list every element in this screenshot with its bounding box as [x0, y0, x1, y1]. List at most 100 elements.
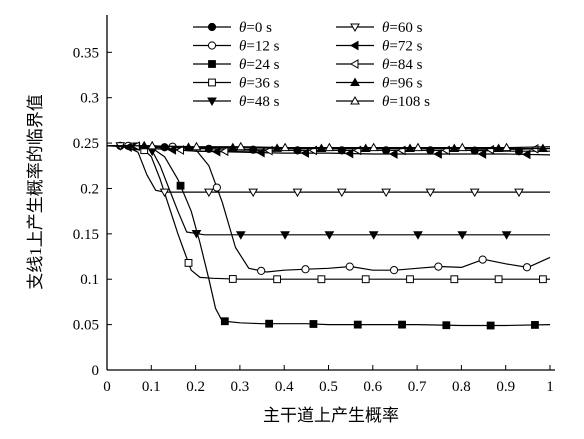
data-point	[494, 275, 503, 284]
y-tick-label: 0.15	[73, 227, 99, 243]
data-point	[501, 231, 512, 240]
data-point	[204, 188, 214, 198]
data-point	[361, 275, 370, 284]
x-tick-label: 0.2	[186, 379, 205, 395]
data-point	[191, 230, 202, 239]
data-point	[457, 231, 468, 240]
x-tick-label: 0.1	[142, 379, 161, 395]
x-tick-label: 0.7	[408, 379, 427, 395]
legend-value: =72 s	[389, 39, 422, 55]
data-point	[324, 142, 335, 152]
x-tick-label: 0.9	[496, 379, 515, 395]
y-tick-label: 0.35	[73, 45, 99, 61]
data-point	[324, 231, 335, 240]
x-tick-label: 0.3	[231, 379, 250, 395]
data-point	[309, 320, 318, 328]
y-ticks: 0 0.05 0.1 0.15 0.2 0.25 0.3 0.35	[73, 45, 112, 379]
series-line	[107, 145, 551, 273]
series-layer	[106, 140, 551, 330]
axes	[106, 15, 555, 371]
data-point	[175, 145, 185, 155]
data-point	[389, 149, 398, 159]
data-point	[350, 95, 360, 105]
data-point	[450, 275, 459, 284]
y-tick-label: 0.3	[80, 91, 99, 107]
data-point	[220, 317, 229, 326]
legend-entry: θ=0 s	[193, 20, 272, 36]
data-point	[345, 262, 354, 271]
series-10	[107, 140, 551, 152]
data-point	[300, 148, 309, 158]
data-point	[349, 40, 359, 51]
legend-entry: θ=36 s	[193, 76, 280, 92]
data-point	[317, 275, 326, 284]
legend-label: θ=72 s	[382, 39, 423, 55]
data-point	[350, 23, 360, 33]
legend-theta: θ	[382, 39, 390, 55]
data-point	[280, 142, 290, 152]
data-point	[207, 22, 217, 32]
data-point	[521, 149, 531, 160]
data-point	[425, 188, 436, 198]
legend-theta: θ	[382, 57, 390, 73]
data-point	[368, 142, 379, 152]
data-point	[344, 148, 354, 159]
data-point	[208, 78, 216, 87]
legend-value: =84 s	[389, 57, 422, 73]
data-point	[406, 275, 414, 284]
data-point	[485, 144, 495, 155]
legend-value: =48 s	[246, 94, 279, 110]
data-point	[219, 146, 229, 157]
legend-label: θ=60 s	[382, 20, 423, 36]
y-tick-label: 0.2	[80, 181, 99, 197]
data-point	[389, 266, 399, 275]
legend-entry: θ=84 s	[336, 57, 423, 73]
x-tick-label: 0.5	[319, 379, 338, 395]
legend-label: θ=24 s	[239, 57, 280, 73]
data-point	[265, 319, 274, 328]
data-point	[478, 255, 487, 264]
legend-entry: θ=96 s	[336, 76, 423, 92]
data-point	[486, 321, 495, 330]
legend-entry: θ=108 s	[336, 94, 430, 110]
data-point	[514, 188, 524, 198]
data-point	[147, 140, 158, 150]
legend-value: =0 s	[246, 20, 272, 36]
data-point	[273, 275, 282, 284]
series-4	[107, 145, 550, 284]
y-tick-label: 0.1	[80, 272, 99, 288]
data-point	[349, 59, 359, 69]
data-point	[208, 60, 216, 68]
data-point	[539, 275, 547, 284]
data-point	[176, 181, 185, 190]
y-tick-label: 0.05	[73, 318, 99, 334]
data-point	[292, 188, 303, 198]
data-point	[413, 231, 423, 240]
legend-theta: θ	[239, 76, 247, 92]
legend-label: θ=108 s	[382, 94, 430, 110]
legend-entry: θ=12 s	[193, 39, 280, 55]
data-point	[477, 149, 487, 159]
series-2	[107, 141, 551, 275]
legend-theta: θ	[239, 57, 247, 73]
data-point	[538, 143, 548, 153]
legend-theta: θ	[239, 39, 247, 55]
legend-value: =60 s	[389, 20, 422, 36]
y-tick-label: 0.25	[73, 136, 99, 152]
legend-entry: θ=72 s	[336, 39, 423, 55]
series-line	[107, 145, 550, 193]
y-axis-title: 支线1上产生概率的临界值	[26, 94, 45, 290]
data-point	[350, 77, 360, 86]
data-point	[368, 231, 379, 240]
data-point	[501, 142, 512, 152]
x-axis-title: 主干道上产生概率	[263, 406, 399, 425]
data-point	[123, 142, 132, 152]
data-point	[228, 275, 237, 283]
data-point	[235, 141, 246, 151]
data-point	[434, 262, 443, 271]
data-point	[207, 97, 217, 107]
data-point	[191, 141, 202, 151]
legend-label: θ=36 s	[239, 76, 280, 92]
legend-label: θ=84 s	[382, 57, 423, 73]
series-3	[107, 142, 551, 330]
